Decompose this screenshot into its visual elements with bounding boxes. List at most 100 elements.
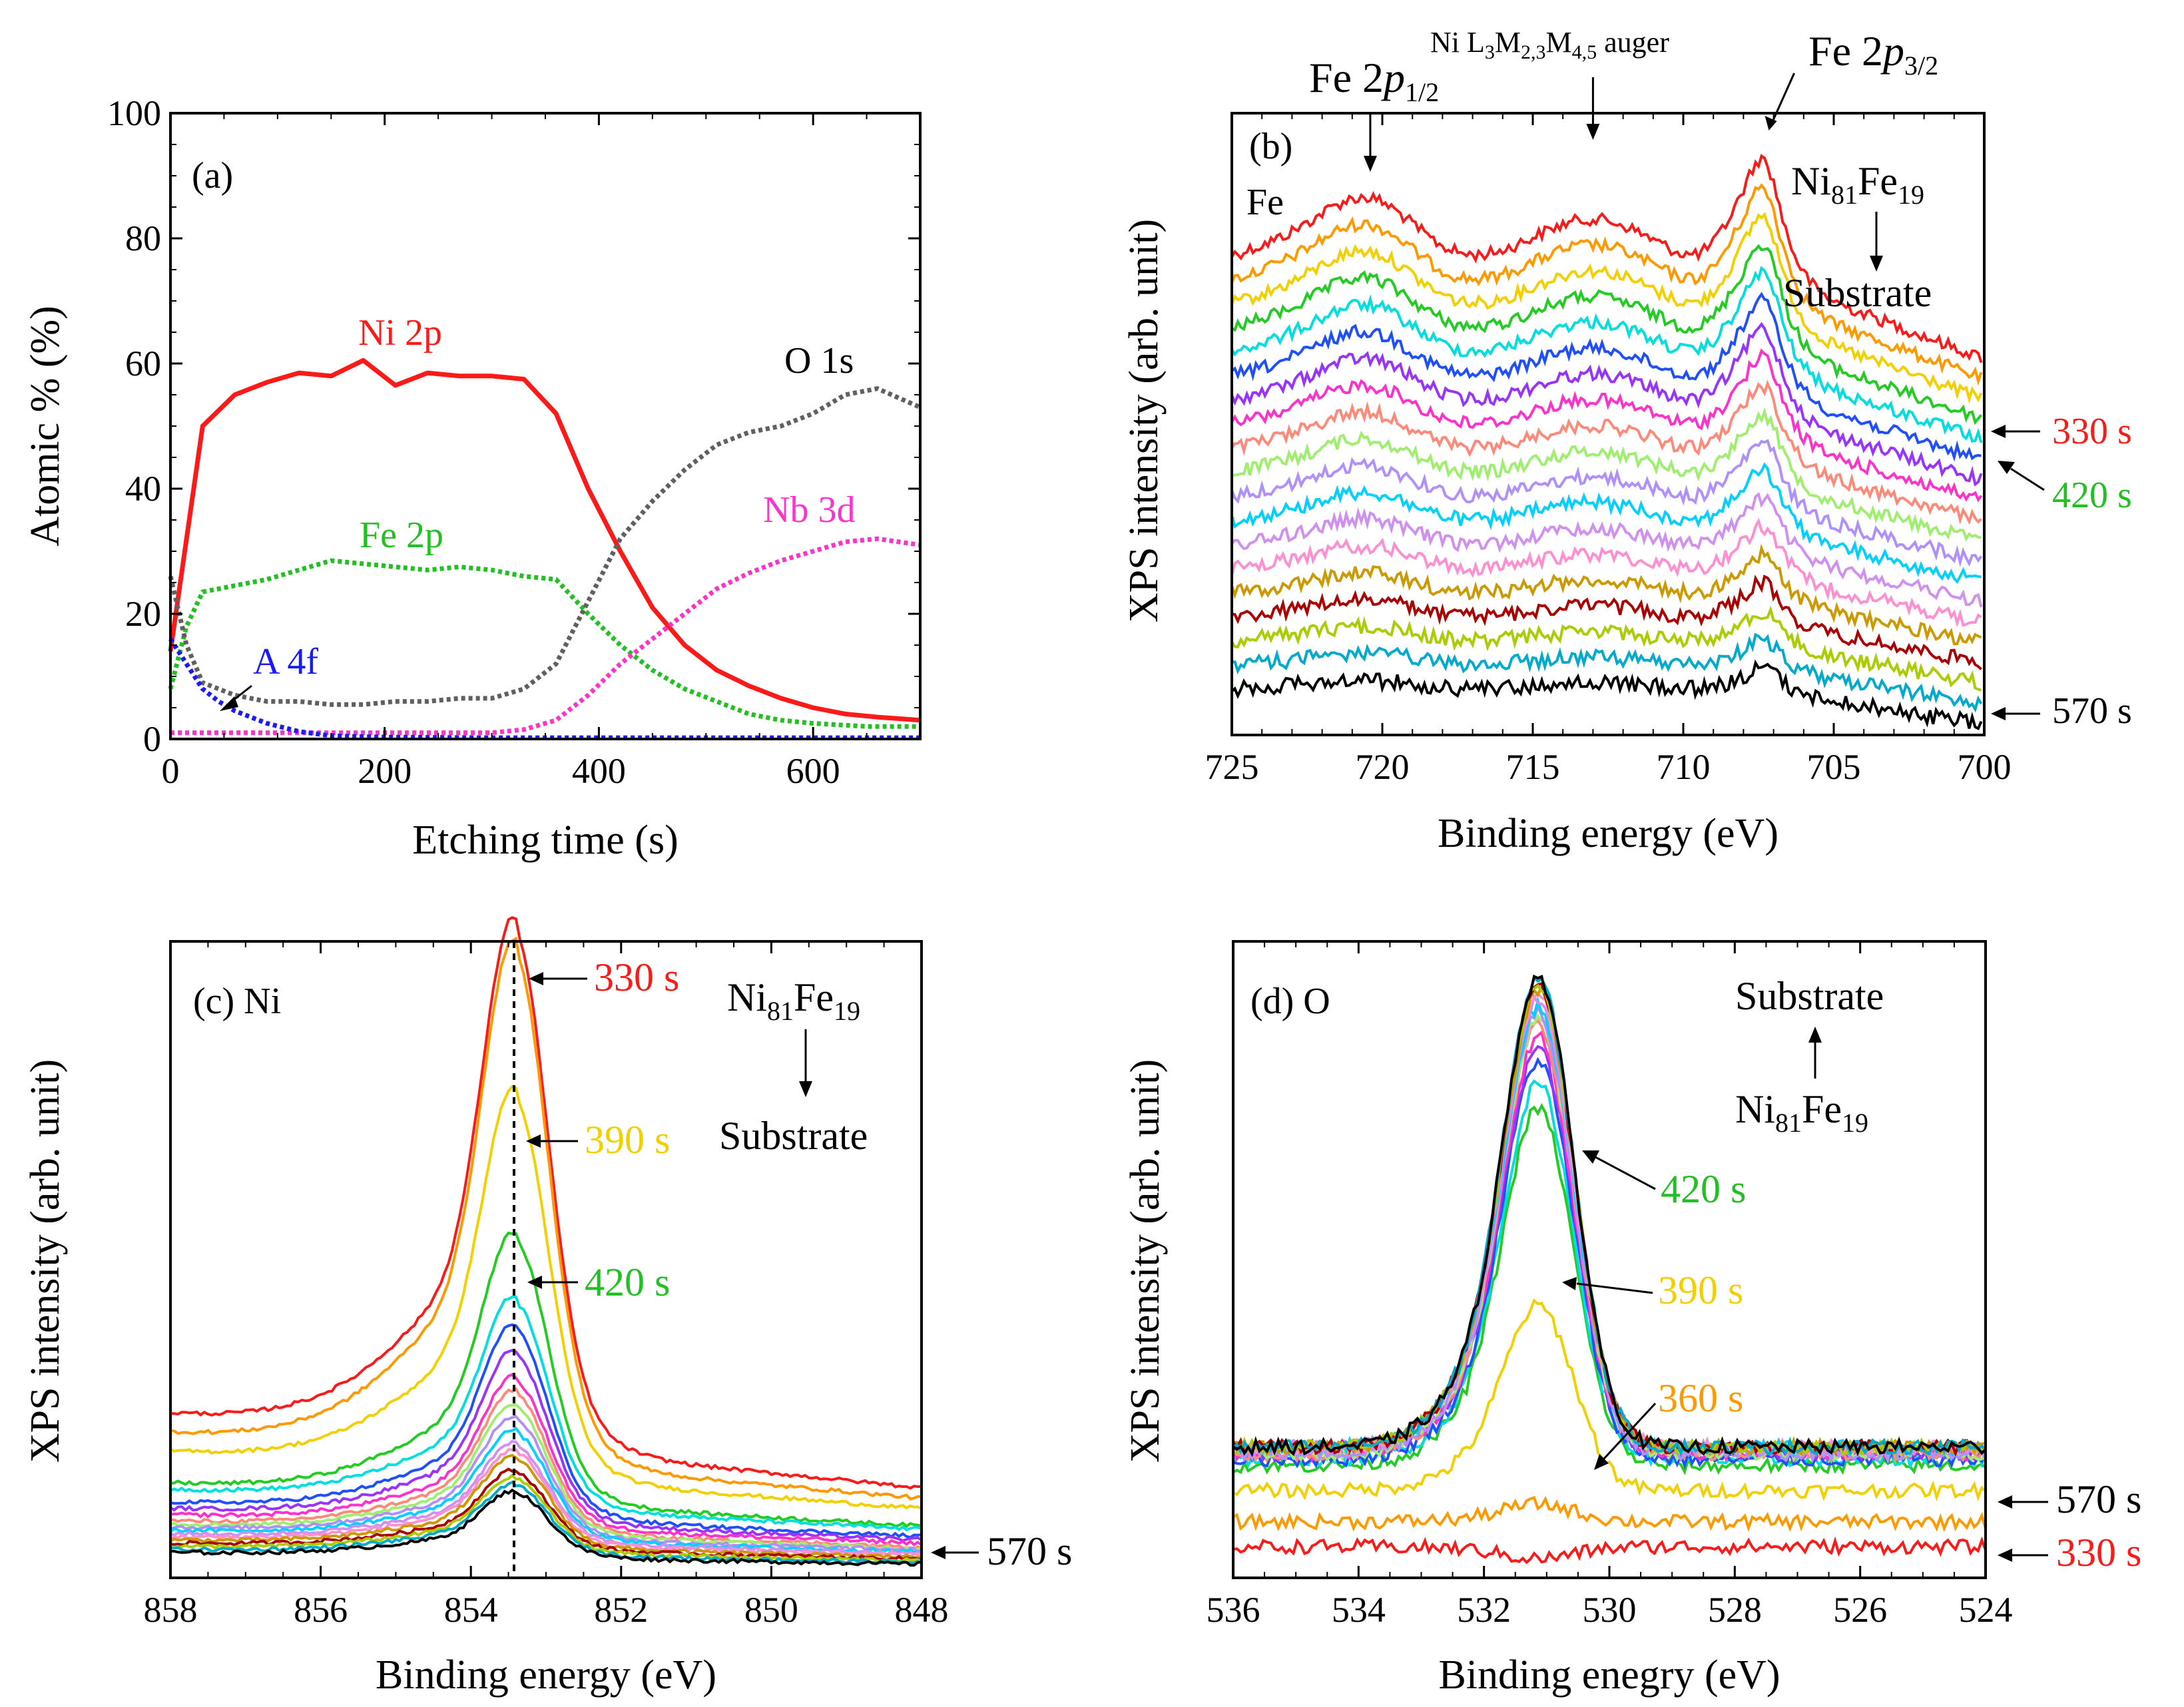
panel-c-ylabel: XPS intensity (arb. unit) [23,1059,68,1463]
fe-spectrum-600s [1231,407,1982,542]
fe-spectrum-780s [1231,575,1982,670]
series-fe-2p [168,558,920,729]
x-tick-label: 856 [294,1590,348,1630]
panel-c-arrowhead-570 [931,1546,946,1559]
fe-spectrum-840s [1231,632,1983,713]
x-tick-label: 526 [1833,1590,1887,1630]
panel-d-ticks: 536 534 532 530 528 526 524 [1207,941,2013,1630]
panel-b-frame [1230,112,1986,736]
panel-c-time-420: 420 s [585,1260,670,1304]
panel-b-time-420: 420 s [2052,475,2132,516]
panel-d-arrowhead-390 [1562,1277,1577,1290]
panel-d-ylabel: XPS intensity (arb. unit) [1123,1059,1168,1463]
ni-spectrum-0 [170,916,922,1490]
x-tick-label: 528 [1708,1590,1762,1630]
panel-c-direction-bottom: Substrate [719,1114,868,1158]
panel-c-chart: 858 856 854 852 850 848 (c) Ni Binding energy… [23,916,1072,1698]
panel-c-time-570: 570 s [987,1529,1072,1573]
x-tick-label: 848 [895,1590,949,1630]
panel-d-direction-top: Substrate [1735,974,1884,1018]
fe-spectrum-720s [1230,517,1982,628]
panel-b-ylabel: XPS intensity (arb. unit) [1121,219,1167,622]
panel-b-time-330: 330 s [2052,411,2132,452]
ni-spectrum-4 [170,1296,922,1532]
nb3d-label: Nb 3d [763,489,855,531]
x-tick-label: 850 [744,1590,798,1630]
y-tick-label: 0 [143,719,161,759]
x-tick-label: 854 [444,1590,498,1630]
panel-c-direction-top: Ni81Fe19 [727,975,860,1026]
ni-spectrum-8 [170,1387,922,1550]
x-tick-label: 700 [1958,747,2012,787]
fe2p-label: Fe 2p [360,515,443,556]
panel-d-time-570: 570 s [2056,1477,2141,1521]
panel-b-direction-bottom: Substrate [1783,271,1932,315]
panel-c-time-390: 390 s [585,1118,670,1162]
fe-spectrum-810s [1230,605,1982,692]
panel-b-arrowhead-330 [1991,425,2006,438]
peak-arrow [1771,73,1795,124]
panel-a-xlabel: Etching time (s) [412,818,678,863]
auger-peak-label: Ni L3M2,3M4,5 auger [1430,26,1669,63]
ni-spectrum-7 [170,1373,923,1547]
ni-spectrum-9 [170,1403,922,1551]
y-tick-label: 80 [125,218,161,258]
fe2p32-peak-label: Fe 2p3/2 [1808,27,1938,81]
o-spectrum-3 [1232,1102,1987,1475]
o-spectrum-0 [1232,1536,1987,1565]
ni-spectrum-6 [169,1349,923,1543]
panel-c-arrowhead-330 [529,972,543,985]
ni-spectrum-3 [170,1231,922,1529]
series-nb-3d [170,536,921,736]
y-tick-label: 20 [125,594,161,634]
ni-spectrum-18 [170,1488,922,1567]
fe-spectrum-630s [1230,439,1983,568]
peak-arrowhead [1765,116,1777,130]
fe-spectrum-450s [1230,266,1983,443]
panel-b-arrow-420 [2010,467,2045,491]
panel-c-arrowhead-420 [527,1276,542,1289]
series-o-1s [168,386,922,707]
panel-b-ticks: 725 720 715 710 705 700 [1205,113,2012,787]
panel-d-arrowhead-420 [1582,1150,1599,1164]
x-tick-label: 600 [786,751,840,791]
series-ni-2p [168,358,921,723]
fe-spectrum-510s [1230,322,1983,487]
panel-d-time-360: 360 s [1658,1376,1743,1420]
fe-spectrum-360s [1230,183,1983,386]
ni-spectrum-16 [170,1473,923,1563]
fe-spectrum-480s [1230,292,1982,462]
o-spectrum-18 [1232,974,1987,1457]
x-tick-label: 0 [162,751,180,791]
x-tick-label: 200 [358,751,411,791]
panel-a-ylabel: Atomic % (%) [23,306,68,547]
x-tick-label: 725 [1205,747,1259,787]
fe-spectrum-660s [1230,462,1982,585]
panel-b-direction-arrowhead [1870,256,1883,272]
panel-b-label: (b) [1249,126,1292,167]
ni-spectrum-11 [169,1427,922,1555]
panel-c-direction-arrowhead [799,1081,812,1097]
ni-spectrum-1 [170,936,922,1501]
x-tick-label: 524 [1959,1590,2013,1630]
panel-c-label: (c) Ni [193,981,281,1022]
panel-b-arrowhead-420 [1998,461,2015,474]
y-tick-label: 100 [107,93,161,133]
panel-d-arrow-420 [1595,1156,1656,1190]
panel-d-time-390: 390 s [1658,1268,1743,1312]
panel-b-direction-top: Ni81Fe19 [1791,159,1924,210]
x-tick-label: 705 [1807,747,1861,787]
panel-b-xlabel: Binding energy (eV) [1438,811,1778,856]
panel-c-arrowhead-390 [526,1134,541,1148]
x-tick-label: 852 [594,1590,648,1630]
fe-spectrum-420s [1231,244,1983,425]
ni2p-label: Ni 2p [358,312,442,354]
panel-c-ticks: 858 856 854 852 850 848 [144,941,949,1630]
fe-spectrum-690s [1230,492,1983,608]
o-spectrum-2 [1232,1298,1987,1502]
fe-spectrum-870s [1230,659,1983,730]
panel-b-element-label: Fe [1246,182,1284,223]
panel-d-arrow-390 [1576,1282,1653,1294]
panel-b-chart: 725 720 715 710 705 700 (b) Fe Binding energy… [1121,26,2132,856]
